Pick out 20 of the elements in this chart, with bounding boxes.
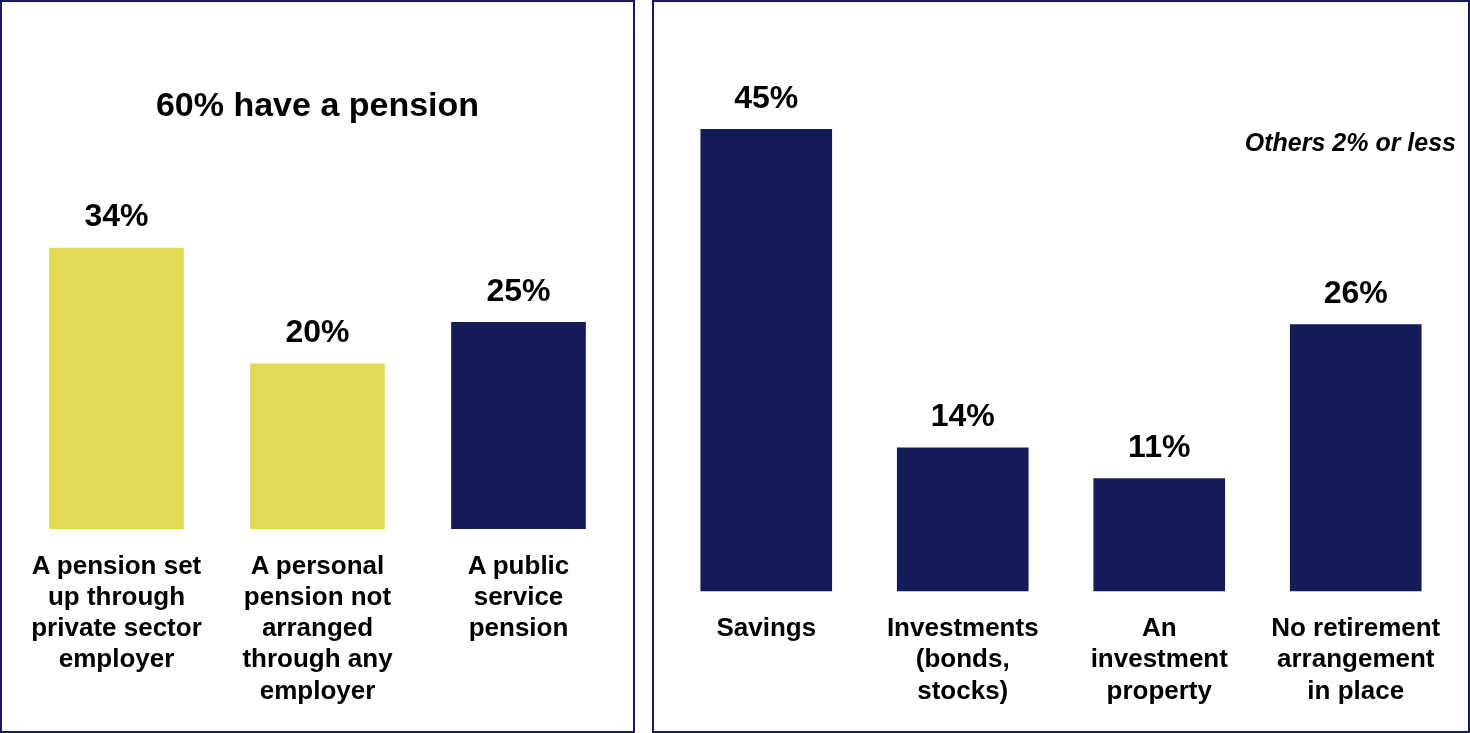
x-tick-label: A pension set up through private sector employer: [31, 549, 202, 674]
x-tick-label: A personal pension not arranged through any employer: [242, 549, 394, 705]
data-label: 34%: [84, 197, 149, 234]
bar: [700, 128, 833, 592]
x-tick-label: An investment property: [1090, 612, 1229, 705]
data-label: 25%: [486, 271, 551, 308]
bar: [1289, 324, 1422, 592]
bar: [1093, 478, 1226, 592]
x-tick-label: Savings: [716, 612, 817, 643]
data-label: 11%: [1128, 428, 1191, 465]
data-label: 26%: [1323, 274, 1388, 311]
x-tick-label: No retirement arrangement in place: [1271, 612, 1441, 705]
x-tick-label: Investments (bonds, stocks): [886, 612, 1039, 705]
bar: [896, 447, 1029, 592]
data-label: 14%: [930, 397, 995, 434]
annotation: Others 2% or less: [1244, 128, 1457, 157]
data-label: 45%: [734, 78, 799, 115]
data-label: 20%: [285, 313, 350, 350]
x-tick-label: A public service pension: [467, 549, 570, 643]
chart-title: 60% have a pension: [155, 84, 480, 123]
